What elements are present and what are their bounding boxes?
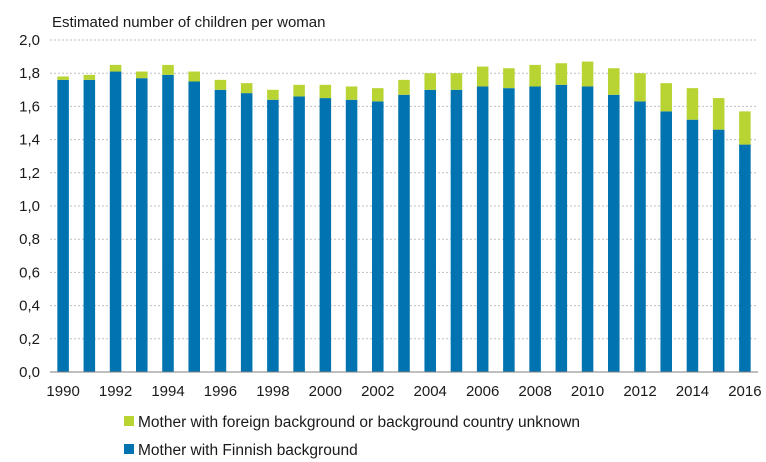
- x-tick-label: 2012: [623, 383, 656, 400]
- legend-label: Mother with foreign background or backgr…: [138, 414, 580, 431]
- x-tick-label: 1990: [46, 383, 79, 400]
- x-tick-label: 2008: [518, 383, 551, 400]
- x-tick-label: 2010: [571, 383, 604, 400]
- bar-segment: [660, 111, 672, 372]
- bar-segment: [319, 84, 332, 99]
- bar-segment: [345, 86, 358, 100]
- bar-segment: [608, 94, 620, 372]
- bar-segment: [109, 64, 122, 72]
- bar-segment: [136, 71, 148, 79]
- bar-segment: [424, 89, 436, 373]
- bar-segment: [739, 111, 751, 145]
- bar-segment: [450, 89, 463, 373]
- bar-segment: [581, 86, 594, 372]
- y-tick-label: 0,8: [19, 231, 40, 248]
- x-tick-label: 2006: [466, 383, 499, 400]
- bar-segment: [555, 84, 568, 372]
- x-tick-label: 2002: [361, 383, 394, 400]
- bar-segment: [372, 88, 384, 102]
- bar-segment: [581, 61, 594, 87]
- x-tick-label: 2014: [676, 383, 709, 400]
- y-tick-label: 0,6: [19, 264, 40, 281]
- bar-segment: [57, 79, 69, 372]
- bar-segment: [634, 73, 646, 102]
- bar-segment: [240, 93, 253, 373]
- y-tick-label: 1,6: [19, 98, 40, 115]
- y-tick-label: 1,8: [19, 65, 40, 82]
- legend-swatch: [124, 416, 134, 426]
- bar-segment: [739, 144, 751, 372]
- bar-segment: [529, 64, 541, 87]
- legend: Mother with foreign background or backgr…: [124, 414, 580, 459]
- axes: 0,0 0,2 0,4 0,6 0,8 1,0 1,2 1,4 1,6 1,8 2,0 1990 199…: [19, 32, 761, 400]
- bar-segment: [529, 86, 541, 372]
- bar-segment: [450, 73, 463, 90]
- bar-segment: [162, 64, 174, 75]
- bar-segment: [503, 68, 515, 89]
- bar-segment: [398, 94, 410, 372]
- legend-label: Mother with Finnish background: [138, 442, 358, 459]
- bar-segment: [188, 71, 200, 82]
- bar-segment: [608, 68, 620, 95]
- y-tick-label: 1,4: [19, 132, 40, 149]
- bar-segment: [686, 88, 699, 120]
- x-tick-label: 1996: [204, 383, 237, 400]
- bar-segment: [109, 71, 122, 372]
- bar-segment: [214, 89, 227, 373]
- bar-segment: [267, 99, 279, 372]
- bar-segment: [476, 66, 489, 87]
- x-tick-label: 2016: [728, 383, 761, 400]
- bar-segment: [634, 101, 646, 373]
- bar-segment: [503, 88, 515, 372]
- y-tick-label: 1,0: [19, 198, 40, 215]
- x-tick-label: 1998: [256, 383, 289, 400]
- bar-segment: [267, 89, 279, 100]
- y-tick-label: 1,2: [19, 165, 40, 182]
- bar-segment: [293, 96, 305, 372]
- x-tick-label: 1994: [151, 383, 184, 400]
- bar-segment: [188, 81, 200, 372]
- bar-segment: [240, 83, 253, 94]
- bar-segment: [136, 78, 148, 373]
- bar-segment: [712, 98, 725, 130]
- bar-segment: [555, 63, 568, 85]
- bar-segment: [686, 119, 699, 373]
- bar-segment: [398, 79, 410, 95]
- bar-segment: [293, 84, 305, 97]
- chart-title: Estimated number of children per woman: [52, 14, 325, 31]
- bar-segment: [57, 76, 69, 80]
- bar-segment: [345, 99, 358, 372]
- bar-segment: [214, 79, 227, 90]
- bar-segment: [372, 101, 384, 373]
- bar-segment: [319, 98, 332, 372]
- bars: [57, 61, 751, 373]
- bar-segment: [424, 73, 436, 90]
- bar-segment: [712, 129, 725, 372]
- x-tick-label: 2000: [309, 383, 342, 400]
- bar-segment: [83, 79, 96, 372]
- bar-segment: [476, 86, 489, 372]
- y-tick-label: 0,4: [19, 298, 40, 315]
- legend-swatch: [124, 444, 134, 454]
- bar-segment: [83, 74, 96, 80]
- x-tick-label: 2004: [414, 383, 447, 400]
- y-tick-label: 0,2: [19, 331, 40, 348]
- bar-segment: [660, 83, 672, 112]
- y-tick-label: 0,0: [19, 364, 40, 381]
- y-tick-label: 2,0: [19, 32, 40, 49]
- x-tick-label: 1992: [99, 383, 132, 400]
- bar-segment: [162, 74, 174, 373]
